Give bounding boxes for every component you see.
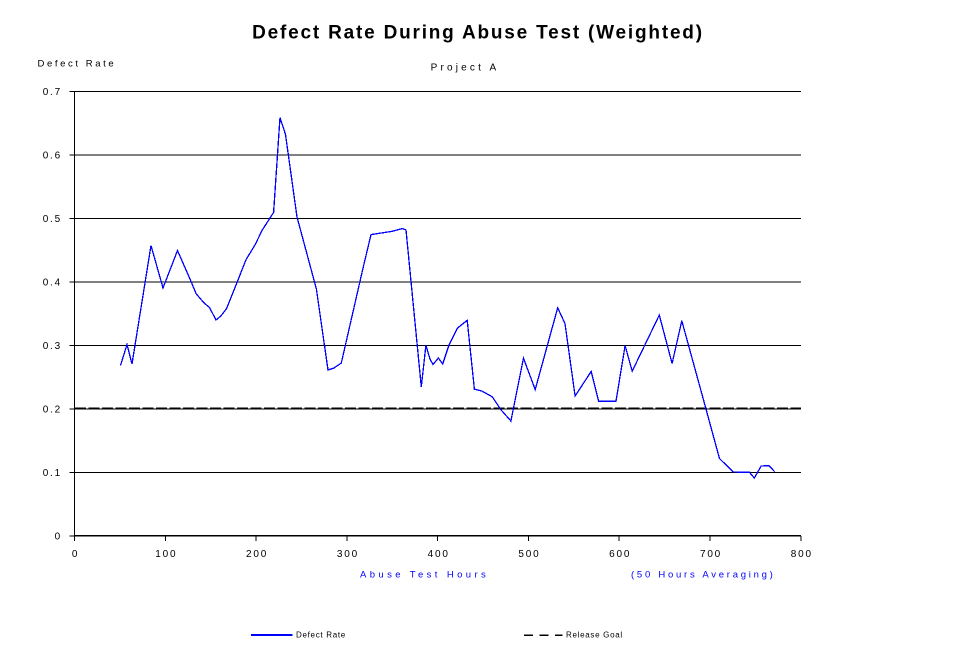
- svg-text:0.1: 0.1: [43, 468, 62, 479]
- svg-text:Defect Rate: Defect Rate: [296, 631, 346, 640]
- svg-text:0.2: 0.2: [43, 404, 62, 415]
- svg-text:Defect Rate During Abuse Test: Defect Rate During Abuse Test (Weighted): [252, 23, 704, 44]
- svg-text:600: 600: [609, 549, 631, 560]
- svg-text:Abuse Test Hours: Abuse Test Hours: [360, 570, 489, 581]
- svg-text:300: 300: [337, 549, 359, 560]
- svg-text:(50 Hours Averaging): (50 Hours Averaging): [631, 570, 776, 581]
- svg-text:200: 200: [246, 549, 268, 560]
- svg-text:100: 100: [155, 549, 177, 560]
- svg-text:0.5: 0.5: [43, 214, 62, 225]
- svg-text:0.3: 0.3: [43, 341, 62, 352]
- svg-text:Defect Rate: Defect Rate: [38, 59, 117, 70]
- svg-text:0.4: 0.4: [43, 277, 62, 288]
- svg-text:0: 0: [55, 531, 62, 542]
- svg-text:Project A: Project A: [431, 63, 500, 74]
- svg-text:0.6: 0.6: [43, 150, 62, 161]
- svg-text:0.7: 0.7: [43, 87, 62, 98]
- svg-text:Release Goal: Release Goal: [566, 631, 623, 640]
- svg-text:500: 500: [518, 549, 540, 560]
- svg-text:400: 400: [428, 549, 450, 560]
- svg-text:800: 800: [791, 549, 813, 560]
- svg-text:0: 0: [72, 549, 79, 560]
- svg-text:700: 700: [700, 549, 722, 560]
